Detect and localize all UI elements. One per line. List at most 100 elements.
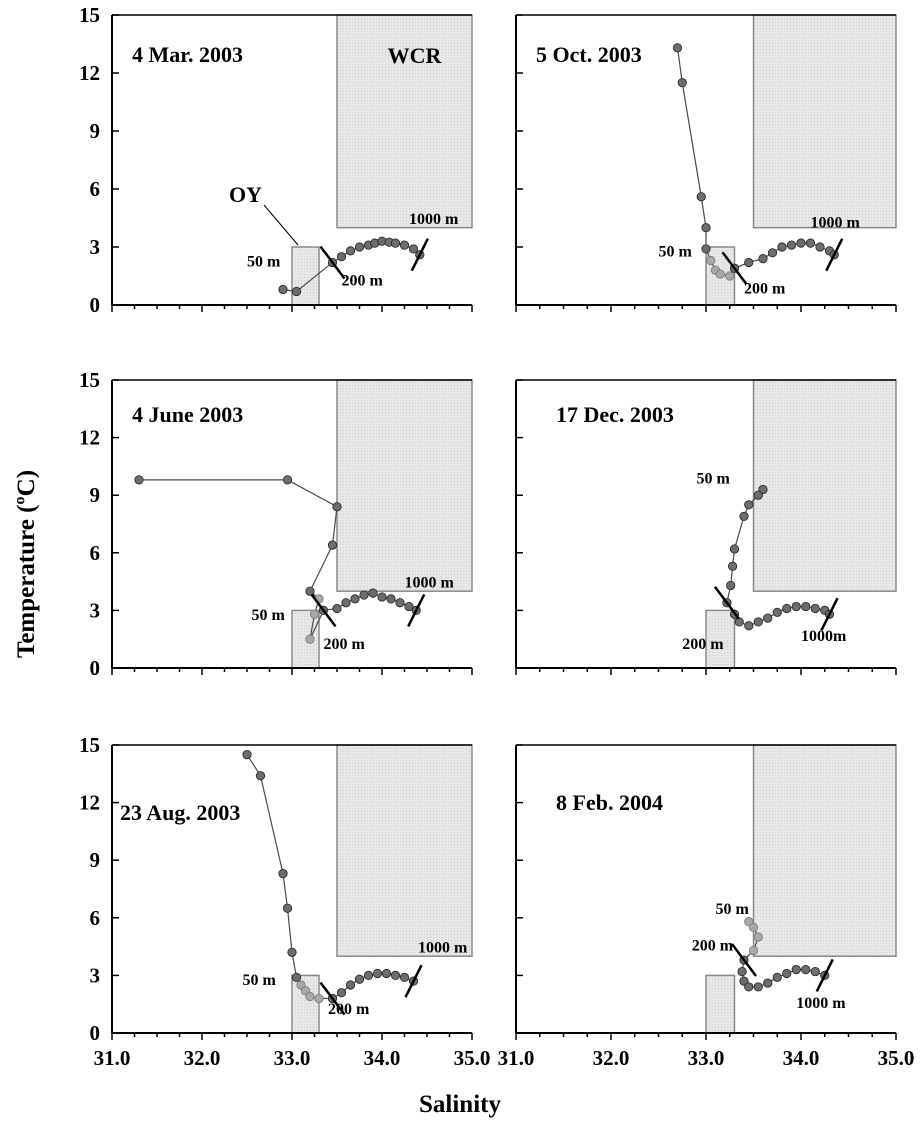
depth-label: 50 m (697, 471, 731, 488)
data-point (395, 598, 405, 608)
depth-label: 200 m (744, 280, 786, 297)
data-point (305, 991, 315, 1002)
data-point (748, 945, 759, 956)
panel-title: 5 Oct. 2003 (536, 42, 642, 67)
data-point (341, 598, 351, 608)
data-point (287, 947, 297, 957)
depth-marker (319, 245, 346, 280)
data-point (701, 223, 711, 233)
depth-label: 50 m (716, 901, 750, 918)
region-box (336, 744, 473, 957)
y-tick-label: 9 (90, 119, 101, 143)
y-tick-label: 3 (90, 963, 101, 987)
data-point (345, 980, 356, 990)
data-point (677, 78, 687, 88)
data-point (737, 966, 747, 977)
data-point (744, 500, 754, 510)
region-box (752, 744, 897, 957)
data-point (359, 590, 369, 600)
depth-label: 200 m (324, 636, 366, 653)
data-point (739, 511, 749, 521)
data-point (753, 490, 763, 500)
y-tick-label: 12 (79, 61, 100, 85)
data-point (753, 617, 763, 627)
x-tick-label: 35.0 (454, 1046, 491, 1070)
data-point (336, 252, 347, 262)
data-point (701, 244, 711, 254)
x-tick-label: 31.0 (94, 1046, 131, 1070)
y-axis-label: Temperature (ºC) (13, 469, 40, 659)
x-tick-label: 32.0 (593, 1046, 630, 1070)
y-tick-label: 0 (90, 656, 101, 680)
region-box (291, 974, 320, 1034)
panel-title: 4 June 2003 (132, 402, 243, 427)
depth-label: 1000 m (409, 211, 459, 228)
depth-marker (407, 593, 426, 627)
data-point (291, 972, 302, 982)
data-point (753, 982, 763, 992)
data-point (363, 970, 374, 981)
data-point (791, 601, 801, 612)
region-label: WCR (388, 43, 443, 68)
depth-label: 50 m (247, 253, 281, 270)
data-point (672, 43, 683, 53)
data-point (314, 993, 324, 1004)
data-point (134, 475, 144, 485)
y-tick-label: 6 (90, 906, 101, 930)
y-tick-label: 3 (90, 235, 101, 259)
panel-title: 17 Dec. 2003 (556, 402, 674, 427)
panel-3: 0 3 6 9 12 15 50 m 200 m 1000 m 4 June 2003 (79, 368, 473, 680)
data-point (748, 922, 759, 933)
depth-marker (319, 981, 346, 1016)
data-point (810, 966, 820, 977)
data-point (408, 244, 419, 254)
depth-label: 50 m (252, 607, 286, 624)
profile-line (741, 921, 825, 988)
data-point (390, 238, 401, 248)
data-point (706, 255, 716, 266)
data-point (767, 248, 778, 258)
depth-label: 200 m (328, 1001, 370, 1018)
depth-label: 50 m (659, 244, 693, 261)
data-point (786, 240, 797, 250)
depth-marker (820, 597, 839, 631)
y-tick-label: 9 (90, 848, 101, 872)
data-point (381, 968, 392, 979)
data-point (305, 634, 315, 644)
data-point (801, 601, 811, 612)
depth-marker (310, 593, 337, 628)
depth-marker (731, 943, 757, 977)
x-tick-label: 34.0 (783, 1046, 820, 1070)
data-point (242, 749, 252, 760)
depth-label: 1000 m (405, 574, 455, 591)
x-tick-label: 33.0 (688, 1046, 725, 1070)
depth-label: 1000m (801, 628, 847, 645)
y-tick-label: 9 (90, 483, 101, 507)
data-point (390, 970, 401, 981)
region-box (705, 974, 736, 1034)
data-point (772, 607, 782, 617)
data-point (399, 972, 410, 982)
data-point (377, 592, 387, 602)
data-point (763, 978, 773, 988)
data-point (744, 257, 754, 268)
data-point (278, 284, 288, 295)
y-tick-label: 15 (79, 733, 100, 757)
data-point (350, 594, 360, 604)
data-point (801, 965, 811, 975)
data-point (805, 238, 816, 248)
data-point (282, 475, 293, 485)
y-tick-label: 15 (79, 368, 100, 392)
data-point (744, 621, 754, 631)
data-point (696, 192, 706, 202)
data-point (399, 240, 410, 250)
depth-label: 200 m (692, 937, 734, 954)
depth-marker (713, 585, 740, 620)
data-point (278, 869, 288, 879)
data-point (327, 540, 338, 550)
y-tick-label: 12 (79, 426, 100, 450)
region-label-leader (263, 204, 299, 246)
data-point (777, 242, 787, 252)
data-point (336, 988, 347, 998)
panel-5: 0 3 6 9 12 15 31.0 32.0 33.0 34.0 35.0 50 m 200 m 100… (79, 733, 490, 1070)
